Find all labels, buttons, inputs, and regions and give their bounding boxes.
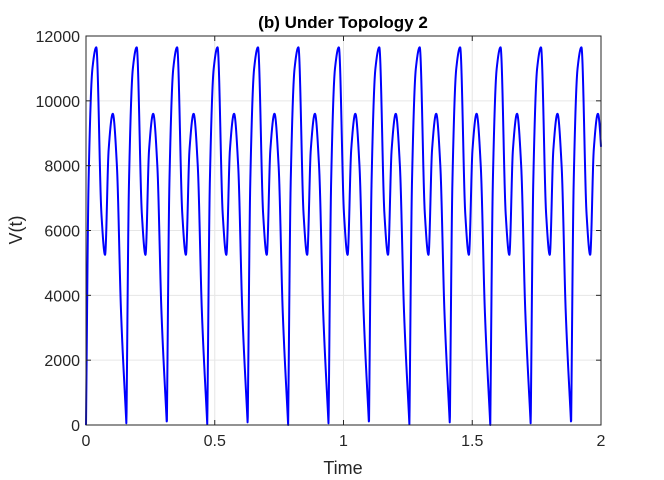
y-tick-label: 4000: [44, 288, 80, 305]
y-axis-ticks: 0 2000 4000 6000 8000 10000 12000: [36, 29, 601, 435]
y-tick-label: 0: [71, 418, 80, 435]
x-axis-ticks: 0 0.5 1 1.5 2: [82, 36, 606, 450]
y-tick-label: 2000: [44, 353, 80, 370]
x-tick-label: 2: [597, 433, 606, 450]
series-line: [85, 46, 602, 426]
x-tick-label: 1.5: [461, 433, 483, 450]
x-tick-label: 0.5: [204, 433, 226, 450]
x-axis-label: Time: [323, 458, 362, 478]
series-layer: [85, 46, 602, 426]
x-tick-label: 0: [82, 433, 91, 450]
y-tick-label: 6000: [44, 224, 80, 241]
chart-title: (b) Under Topology 2: [258, 13, 428, 32]
y-tick-label: 8000: [44, 159, 80, 176]
y-tick-label: 12000: [36, 29, 81, 46]
x-tick-label: 1: [339, 433, 348, 450]
y-axis-label: V(t): [6, 216, 26, 245]
y-tick-label: 10000: [36, 94, 81, 111]
